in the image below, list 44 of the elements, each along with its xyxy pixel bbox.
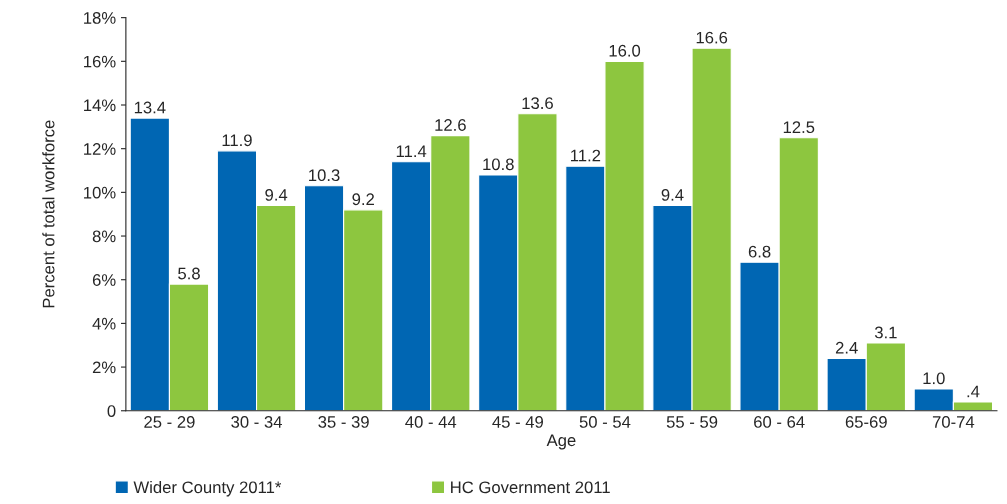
y-tick-label: 18% (84, 12, 116, 24)
data-label: 12.6 (435, 119, 466, 131)
x-tick-label: 45 - 49 (492, 416, 544, 428)
x-tick-label: 65-69 (845, 416, 887, 428)
data-label: .4 (967, 385, 980, 398)
data-label: 3.1 (874, 326, 897, 339)
y-tick-label: 4% (92, 317, 116, 330)
y-tick-label: 6% (92, 274, 116, 286)
x-tick-label: 35 - 39 (318, 416, 369, 428)
data-label: 16.6 (696, 31, 728, 44)
data-label: 12.5 (783, 121, 815, 134)
data-label: 10.3 (309, 169, 340, 182)
x-tick-label: 30 - 34 (231, 416, 282, 428)
y-tick-label: 10% (84, 186, 116, 199)
y-tick-label: 12% (84, 143, 116, 155)
x-tick-label: 40 - 44 (405, 416, 457, 428)
data-label: 11.9 (222, 134, 252, 147)
y-axis-title: Percent of total workforce (42, 120, 55, 308)
data-label: 11.2 (571, 149, 601, 162)
x-tick-label: 70-74 (932, 416, 975, 428)
data-label: 10.8 (483, 158, 514, 171)
x-axis-title: Age (546, 434, 576, 450)
x-tick-label: 60 - 64 (754, 416, 805, 428)
data-label: 9.2 (352, 193, 374, 206)
data-label: 1.0 (923, 372, 945, 385)
data-label: 9.4 (661, 188, 684, 201)
x-tick-label: 25 - 29 (144, 416, 195, 428)
legend-label: Wider County 2011* (133, 480, 282, 497)
y-tick-label: 16% (84, 55, 116, 68)
data-label: 2.4 (835, 341, 858, 354)
data-label: 16.0 (609, 44, 641, 57)
data-label: 9.4 (265, 188, 288, 201)
y-tick-label: 0 (107, 405, 116, 417)
x-tick-label: 50 - 54 (579, 416, 631, 428)
data-label: 11.4 (396, 145, 427, 157)
y-tick-label: 2% (92, 361, 116, 374)
y-tick-label: 14% (84, 99, 116, 112)
data-label: 13.4 (134, 101, 166, 114)
x-tick-label: 55 - 59 (666, 416, 718, 428)
data-label: 5.8 (178, 267, 200, 280)
legend-label: HC Government 2011 (451, 481, 610, 494)
data-label: 13.6 (522, 97, 553, 110)
data-label: 6.8 (748, 245, 771, 258)
y-tick-label: 8% (92, 230, 116, 243)
